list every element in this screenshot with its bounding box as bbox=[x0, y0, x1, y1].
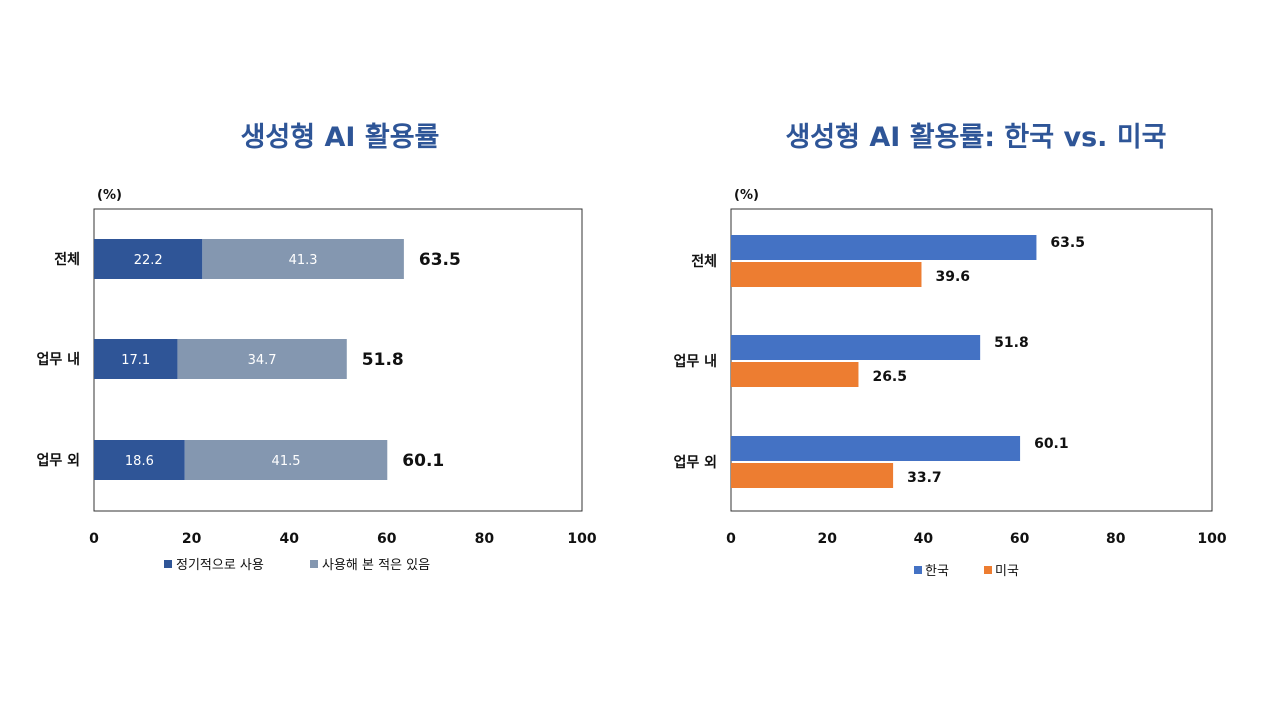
x-tick-label: 40 bbox=[914, 531, 934, 547]
segment-label: 17.1 bbox=[121, 353, 150, 368]
value-label: 51.8 bbox=[994, 335, 1029, 351]
x-tick-label: 0 bbox=[89, 531, 99, 547]
total-label: 51.8 bbox=[362, 350, 404, 370]
segment-label: 41.3 bbox=[289, 253, 318, 268]
x-tick-label: 60 bbox=[377, 531, 397, 547]
bar-segment bbox=[177, 339, 347, 379]
legend-label: 미국 bbox=[995, 564, 1019, 579]
x-tick-label: 80 bbox=[1106, 531, 1126, 547]
x-tick-label: 60 bbox=[1010, 531, 1030, 547]
value-label: 39.6 bbox=[935, 269, 970, 285]
value-label: 33.7 bbox=[907, 470, 942, 486]
value-label: 26.5 bbox=[872, 369, 907, 385]
category-label: 업무 내 bbox=[673, 354, 717, 370]
unit-label: (%) bbox=[97, 188, 122, 203]
grouped-bar-chart: 생성형 AI 활용률: 한국 vs. 미국 (%) 전체 63.5 39.6 업무 내… bbox=[673, 122, 1226, 579]
bar bbox=[731, 235, 1037, 260]
chart-marks: 전체 22.2 41.3 63.5 업무 내 17.1 34.7 51.8 업무 외 18.6 41… bbox=[36, 239, 597, 573]
bar bbox=[731, 436, 1021, 461]
bar-segment bbox=[94, 440, 185, 480]
legend-label: 사용해 본 적은 있음 bbox=[322, 558, 430, 573]
category-label: 전체 bbox=[691, 253, 717, 270]
category-label: 업무 외 bbox=[673, 454, 717, 471]
x-tick-label: 40 bbox=[279, 531, 299, 547]
bar-segment bbox=[94, 339, 178, 379]
total-label: 63.5 bbox=[419, 250, 461, 270]
segment-label: 41.5 bbox=[272, 454, 301, 469]
x-tick-label: 0 bbox=[726, 531, 736, 547]
x-tick-label: 100 bbox=[1197, 531, 1226, 547]
bar-segment bbox=[184, 440, 388, 480]
total-label: 60.1 bbox=[402, 451, 444, 471]
unit-label: (%) bbox=[734, 188, 759, 203]
bar-segment bbox=[94, 239, 203, 279]
bar bbox=[731, 463, 894, 488]
x-tick-label: 20 bbox=[182, 531, 202, 547]
legend-swatch bbox=[164, 560, 172, 568]
segment-label: 22.2 bbox=[134, 253, 163, 268]
legend-label: 한국 bbox=[925, 564, 949, 579]
chart-title: 생성형 AI 활용률 bbox=[241, 122, 440, 153]
legend-swatch bbox=[914, 566, 922, 574]
bar bbox=[731, 362, 859, 387]
category-label: 업무 외 bbox=[36, 452, 80, 469]
segment-label: 34.7 bbox=[248, 353, 277, 368]
value-label: 60.1 bbox=[1034, 436, 1069, 452]
chart-marks: 전체 63.5 39.6 업무 내 51.8 26.5 업무 외 60.1 33.7 0 20 40 6… bbox=[673, 235, 1227, 579]
bar bbox=[731, 262, 922, 287]
chart-title: 생성형 AI 활용률: 한국 vs. 미국 bbox=[785, 122, 1166, 153]
bar-segment bbox=[202, 239, 404, 279]
bar bbox=[731, 335, 981, 360]
stacked-bar-chart: 생성형 AI 활용률 (%) 전체 22.2 41.3 63.5 업무 내 17.1 34.… bbox=[36, 122, 596, 573]
category-label: 업무 내 bbox=[36, 352, 80, 368]
x-tick-label: 20 bbox=[817, 531, 837, 547]
segment-label: 18.6 bbox=[125, 454, 154, 469]
legend-swatch bbox=[984, 566, 992, 574]
value-label: 63.5 bbox=[1050, 235, 1085, 251]
legend-swatch bbox=[310, 560, 318, 568]
x-tick-label: 100 bbox=[567, 531, 596, 547]
category-label: 전체 bbox=[54, 251, 80, 268]
x-tick-label: 80 bbox=[475, 531, 495, 547]
legend-label: 정기적으로 사용 bbox=[176, 558, 264, 573]
